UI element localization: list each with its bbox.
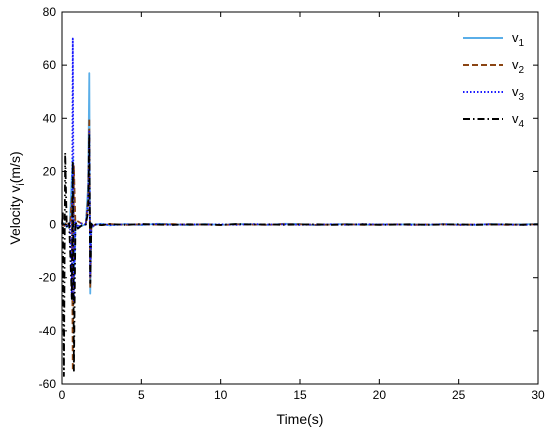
x-tick-label-0: 0 — [59, 388, 66, 402]
legend-label-sub-v3: 3 — [519, 92, 525, 103]
plot-area — [62, 12, 538, 384]
y-tick-label-4: 20 — [43, 164, 57, 178]
y-axis-label-main: Velocity v — [7, 185, 23, 244]
x-tick-label-4: 20 — [373, 388, 387, 402]
x-tick-label-3: 15 — [293, 388, 307, 402]
series-line-v4 — [61, 133, 539, 377]
y-axis-label: Velocity vi(m/s) — [7, 151, 27, 244]
x-tick-label-6: 30 — [531, 388, 545, 402]
y-axis-label-sub: i — [16, 183, 27, 185]
y-tick-label-3: 0 — [49, 218, 56, 232]
y-tick-label-0: -60 — [39, 377, 57, 391]
y-tick-label-6: 60 — [43, 58, 57, 72]
y-tick-label-5: 40 — [43, 111, 57, 125]
x-tick-label-2: 10 — [214, 388, 228, 402]
series-layer — [61, 37, 539, 377]
x-tick-label-5: 25 — [452, 388, 466, 402]
x-axis-ticks: 0 5 10 15 20 25 30 — [59, 12, 545, 402]
x-tick-label-1: 5 — [138, 388, 145, 402]
legend-label-sub-v2: 2 — [519, 65, 525, 76]
y-tick-label-1: -40 — [39, 324, 57, 338]
legend-label-sub-v1: 1 — [519, 38, 525, 49]
y-tick-label-2: -20 — [39, 271, 57, 285]
legend-label-sub-v4: 4 — [519, 119, 525, 130]
y-axis-ticks: -60 -40 -20 0 20 40 60 80 — [39, 5, 538, 391]
x-axis-label: Time(s) — [277, 411, 324, 427]
y-axis-label-unit: (m/s) — [7, 151, 23, 183]
y-tick-label-7: 80 — [43, 5, 57, 19]
